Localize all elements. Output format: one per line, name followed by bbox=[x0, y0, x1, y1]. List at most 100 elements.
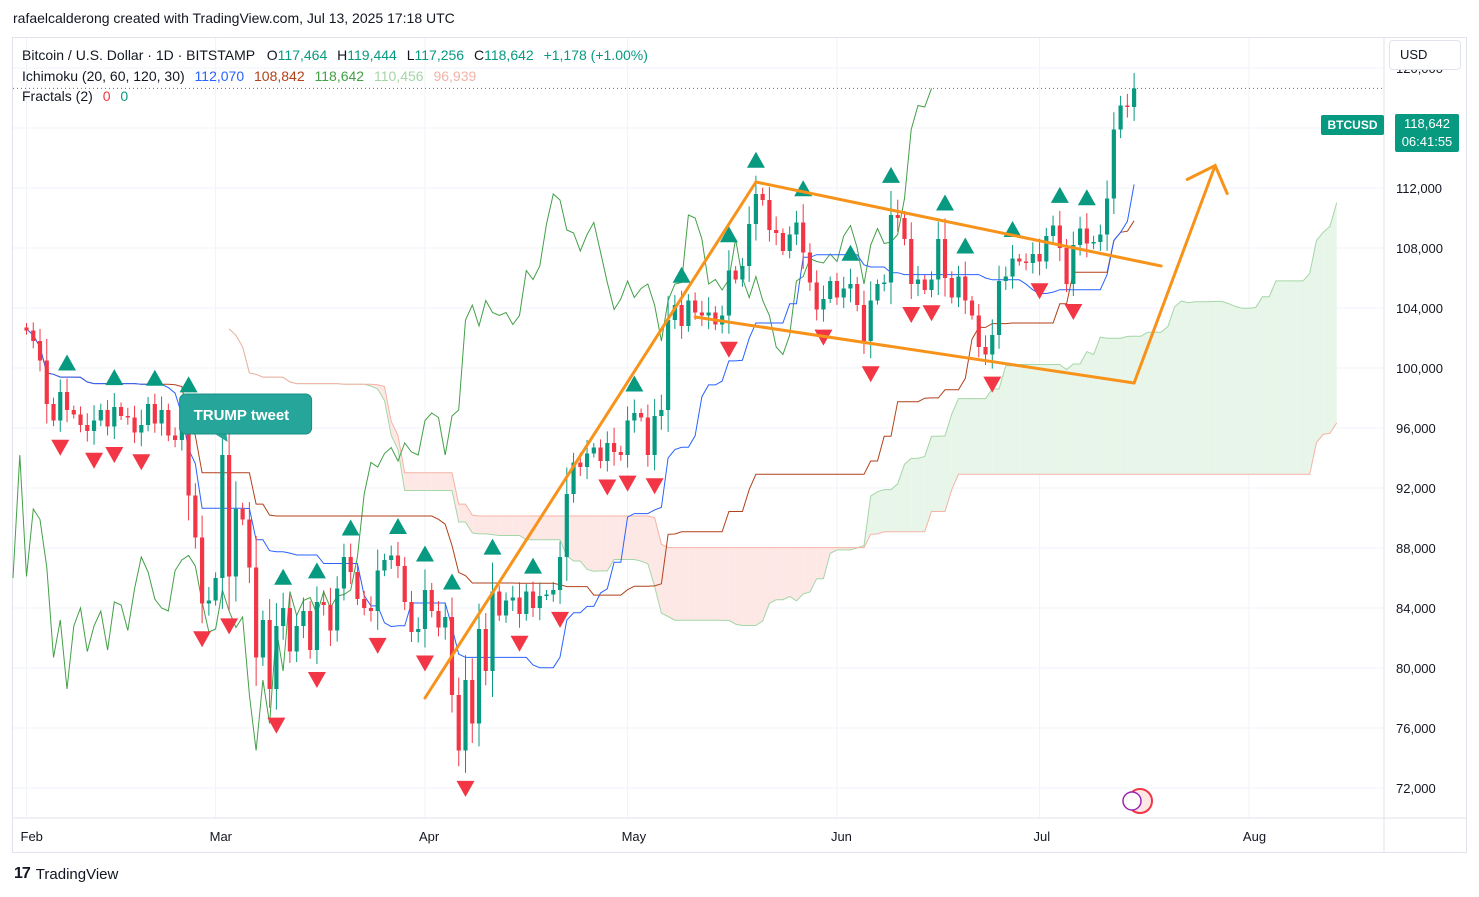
candle-down bbox=[780, 233, 786, 251]
cloud-segment bbox=[1282, 280, 1290, 475]
candlestick-series bbox=[24, 72, 1137, 773]
cloud-segment bbox=[884, 489, 891, 532]
legend-fractals-row[interactable]: Fractals (2) 0 0 bbox=[22, 86, 648, 107]
candle-up bbox=[314, 602, 320, 650]
x-tick-label: Apr bbox=[419, 829, 440, 844]
ichimoku-lines bbox=[12, 88, 1338, 751]
candle-up bbox=[213, 578, 218, 601]
candle-down bbox=[254, 567, 259, 658]
candle-up bbox=[139, 425, 144, 433]
candle-up bbox=[1010, 258, 1015, 277]
fractal-up-marker bbox=[274, 568, 293, 585]
fractal-down-marker bbox=[1064, 304, 1083, 321]
candle-up bbox=[274, 626, 279, 689]
cloud-segment bbox=[546, 516, 554, 540]
candle-up bbox=[335, 588, 340, 631]
candle-up bbox=[551, 590, 556, 595]
legend-symbol-row[interactable]: Bitcoin / U.S. Dollar · 1D · BITSTAMP O1… bbox=[22, 45, 648, 66]
candle-down bbox=[483, 629, 488, 671]
cloud-segment bbox=[593, 516, 601, 572]
candle-up bbox=[666, 320, 671, 410]
candle-down bbox=[578, 462, 583, 467]
candle-up bbox=[1044, 236, 1049, 262]
candle-down bbox=[429, 590, 434, 611]
candle-up bbox=[557, 557, 563, 590]
cloud-segment bbox=[600, 516, 608, 571]
legend-fractal-up-value: 0 bbox=[120, 88, 129, 104]
cloud-segment bbox=[418, 472, 425, 491]
cloud-segment bbox=[1026, 364, 1033, 475]
cloud-segment bbox=[1228, 303, 1236, 475]
candle-up bbox=[476, 629, 482, 724]
fractal-down-marker bbox=[1030, 283, 1049, 300]
candle-down bbox=[186, 428, 191, 496]
candle-up bbox=[605, 443, 610, 461]
cloud-segment bbox=[587, 516, 594, 572]
cloud-segment bbox=[506, 516, 513, 536]
fractal-down-marker bbox=[719, 341, 738, 358]
cloud-segment bbox=[438, 472, 446, 491]
candle-up bbox=[503, 600, 509, 616]
candle-down bbox=[963, 276, 968, 301]
fractal-down-marker bbox=[922, 305, 941, 322]
candle-down bbox=[814, 282, 819, 310]
cloud-segment bbox=[573, 516, 581, 561]
fractal-up-marker bbox=[956, 237, 975, 254]
cloud-segment bbox=[803, 547, 810, 595]
fractal-up-marker bbox=[307, 562, 326, 579]
x-tick-label: Feb bbox=[21, 829, 43, 844]
cloud-segment bbox=[627, 516, 635, 560]
candle-up bbox=[915, 279, 921, 284]
fractal-down-marker bbox=[415, 655, 434, 672]
tradingview-logo-icon: 17 bbox=[14, 865, 31, 882]
cloud-segment bbox=[755, 547, 763, 626]
candle-down bbox=[969, 300, 975, 316]
candle-down bbox=[247, 519, 252, 568]
candle-down bbox=[132, 417, 137, 433]
candle-down bbox=[328, 605, 333, 631]
candle-down bbox=[240, 509, 245, 520]
cloud-segment bbox=[1167, 306, 1175, 475]
legend-close: 118,642 bbox=[484, 47, 534, 63]
cloud-segment bbox=[1188, 301, 1195, 475]
candle-down bbox=[51, 404, 56, 421]
fractal-up-marker bbox=[1077, 189, 1096, 206]
candle-down bbox=[308, 611, 313, 650]
fractal-down-marker bbox=[456, 780, 475, 797]
candle-down bbox=[517, 597, 522, 614]
cloud-segment bbox=[1093, 337, 1101, 475]
fractal-down-marker bbox=[105, 446, 124, 463]
candle-down bbox=[834, 281, 840, 298]
fractal-down-marker bbox=[85, 452, 104, 469]
candle-up bbox=[868, 300, 873, 341]
cloud-segment bbox=[830, 547, 837, 554]
currency-button[interactable]: USD bbox=[1389, 40, 1461, 70]
candle-down bbox=[355, 572, 360, 599]
cloud-segment bbox=[654, 517, 662, 614]
candle-up bbox=[726, 270, 731, 316]
candle-down bbox=[1125, 105, 1130, 107]
candle-down bbox=[64, 392, 70, 410]
candle-down bbox=[909, 239, 914, 284]
tradingview-brand[interactable]: 17 TradingView bbox=[14, 865, 118, 883]
cloud-segment bbox=[472, 515, 480, 534]
target-arrowhead bbox=[1185, 163, 1229, 195]
legend-ichimoku-row[interactable]: Ichimoku (20, 60, 120, 30) 112,070 108,8… bbox=[22, 66, 648, 87]
cloud-segment bbox=[1174, 300, 1182, 475]
candle-down bbox=[895, 215, 900, 218]
candle-up bbox=[740, 266, 745, 280]
candle-up bbox=[652, 416, 657, 455]
cloud-segment bbox=[411, 472, 419, 491]
candle-down bbox=[31, 330, 36, 341]
candle-up bbox=[1105, 198, 1110, 235]
cloud-segment bbox=[1012, 364, 1020, 475]
cloud-segment bbox=[499, 516, 507, 536]
candle-up bbox=[382, 560, 387, 571]
candle-down bbox=[37, 341, 43, 361]
candle-up bbox=[875, 284, 880, 301]
cloud-segment bbox=[972, 398, 979, 475]
candle-up bbox=[1071, 245, 1076, 284]
cloud-segment bbox=[762, 547, 770, 621]
candle-down bbox=[1064, 248, 1069, 284]
